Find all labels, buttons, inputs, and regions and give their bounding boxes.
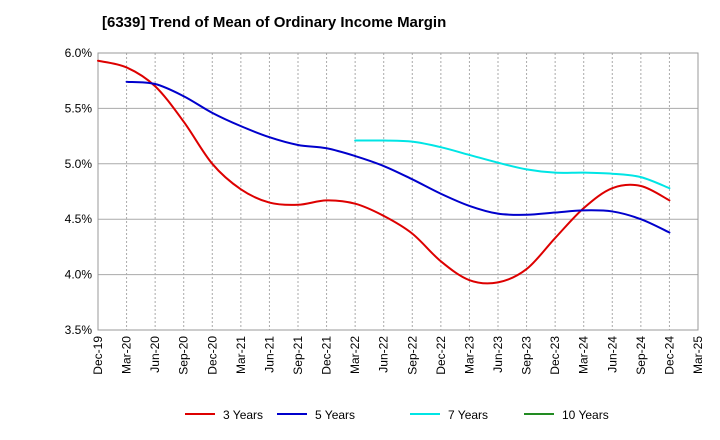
x-tick-label: Dec-24	[662, 336, 676, 375]
y-axis: 3.5% 4.0% 4.5% 5.0% 5.5% 6.0%	[65, 46, 93, 337]
series-lines	[97, 59, 671, 285]
x-tick-label: Mar-22	[348, 336, 362, 374]
y-tick-label: 5.0%	[65, 157, 93, 171]
x-tick-label: Mar-24	[577, 336, 591, 374]
legend-label-10-years: 10 Years	[562, 408, 609, 422]
x-tick-label: Dec-20	[205, 336, 219, 375]
x-tick-label: Jun-23	[491, 336, 505, 373]
chart-title: [6339] Trend of Mean of Ordinary Income …	[102, 14, 447, 31]
x-tick-label: Sep-22	[405, 336, 419, 375]
series-line-5-years	[125, 80, 671, 234]
y-tick-label: 6.0%	[65, 46, 93, 60]
x-tick-label: Dec-23	[548, 336, 562, 375]
x-tick-label: Mar-23	[462, 336, 476, 374]
x-tick-label: Dec-22	[434, 336, 448, 375]
legend-label-5-years: 5 Years	[315, 408, 355, 422]
x-tick-label: Sep-20	[177, 336, 191, 375]
x-tick-label: Dec-19	[91, 336, 105, 375]
legend: 3 Years 5 Years 7 Years 10 Years	[185, 408, 609, 422]
y-tick-label: 5.5%	[65, 101, 93, 115]
x-tick-label: Jun-20	[148, 336, 162, 373]
legend-label-7-years: 7 Years	[448, 408, 488, 422]
x-tick-label: Jun-24	[605, 336, 619, 373]
legend-label-3-years: 3 Years	[223, 408, 263, 422]
grid-lines	[98, 53, 698, 330]
x-axis: Dec-19 Mar-20 Jun-20 Sep-20 Dec-20 Mar-21 Jun-…	[91, 336, 705, 375]
x-tick-label: Mar-25	[691, 336, 705, 374]
plot-frame	[97, 52, 699, 331]
x-tick-label: Jun-22	[377, 336, 391, 373]
x-tick-label: Sep-23	[520, 336, 534, 375]
y-tick-label: 4.5%	[65, 212, 93, 226]
x-tick-label: Sep-24	[634, 336, 648, 375]
series-line-3-years	[97, 59, 671, 285]
x-tick-label: Dec-21	[320, 336, 334, 375]
x-tick-label: Sep-21	[291, 336, 305, 375]
y-tick-label: 3.5%	[65, 323, 93, 337]
x-tick-label: Jun-21	[262, 336, 276, 373]
series-line-7-years	[354, 139, 671, 190]
x-tick-label: Mar-20	[120, 336, 134, 374]
x-tick-label: Mar-21	[234, 336, 248, 374]
y-tick-label: 4.0%	[65, 268, 93, 282]
